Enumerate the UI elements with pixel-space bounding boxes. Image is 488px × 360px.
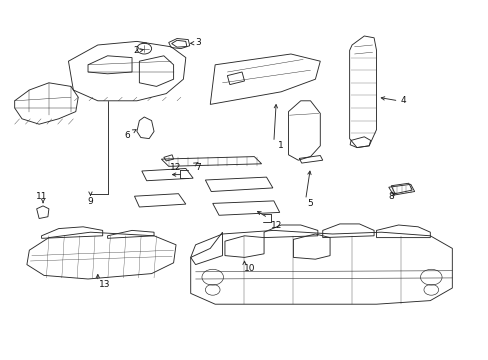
Text: 12: 12 — [170, 163, 182, 172]
Text: 2: 2 — [133, 46, 139, 55]
Text: 7: 7 — [195, 163, 201, 172]
Text: 11: 11 — [36, 192, 47, 201]
Text: 3: 3 — [195, 38, 201, 47]
Text: 4: 4 — [400, 96, 406, 105]
Text: 1: 1 — [278, 141, 284, 150]
Text: 5: 5 — [307, 199, 313, 208]
Text: 6: 6 — [124, 131, 130, 140]
Text: 12: 12 — [270, 220, 282, 230]
Text: 13: 13 — [99, 280, 111, 289]
Text: 10: 10 — [243, 264, 255, 273]
Text: 8: 8 — [387, 192, 393, 201]
Text: 9: 9 — [87, 197, 93, 206]
